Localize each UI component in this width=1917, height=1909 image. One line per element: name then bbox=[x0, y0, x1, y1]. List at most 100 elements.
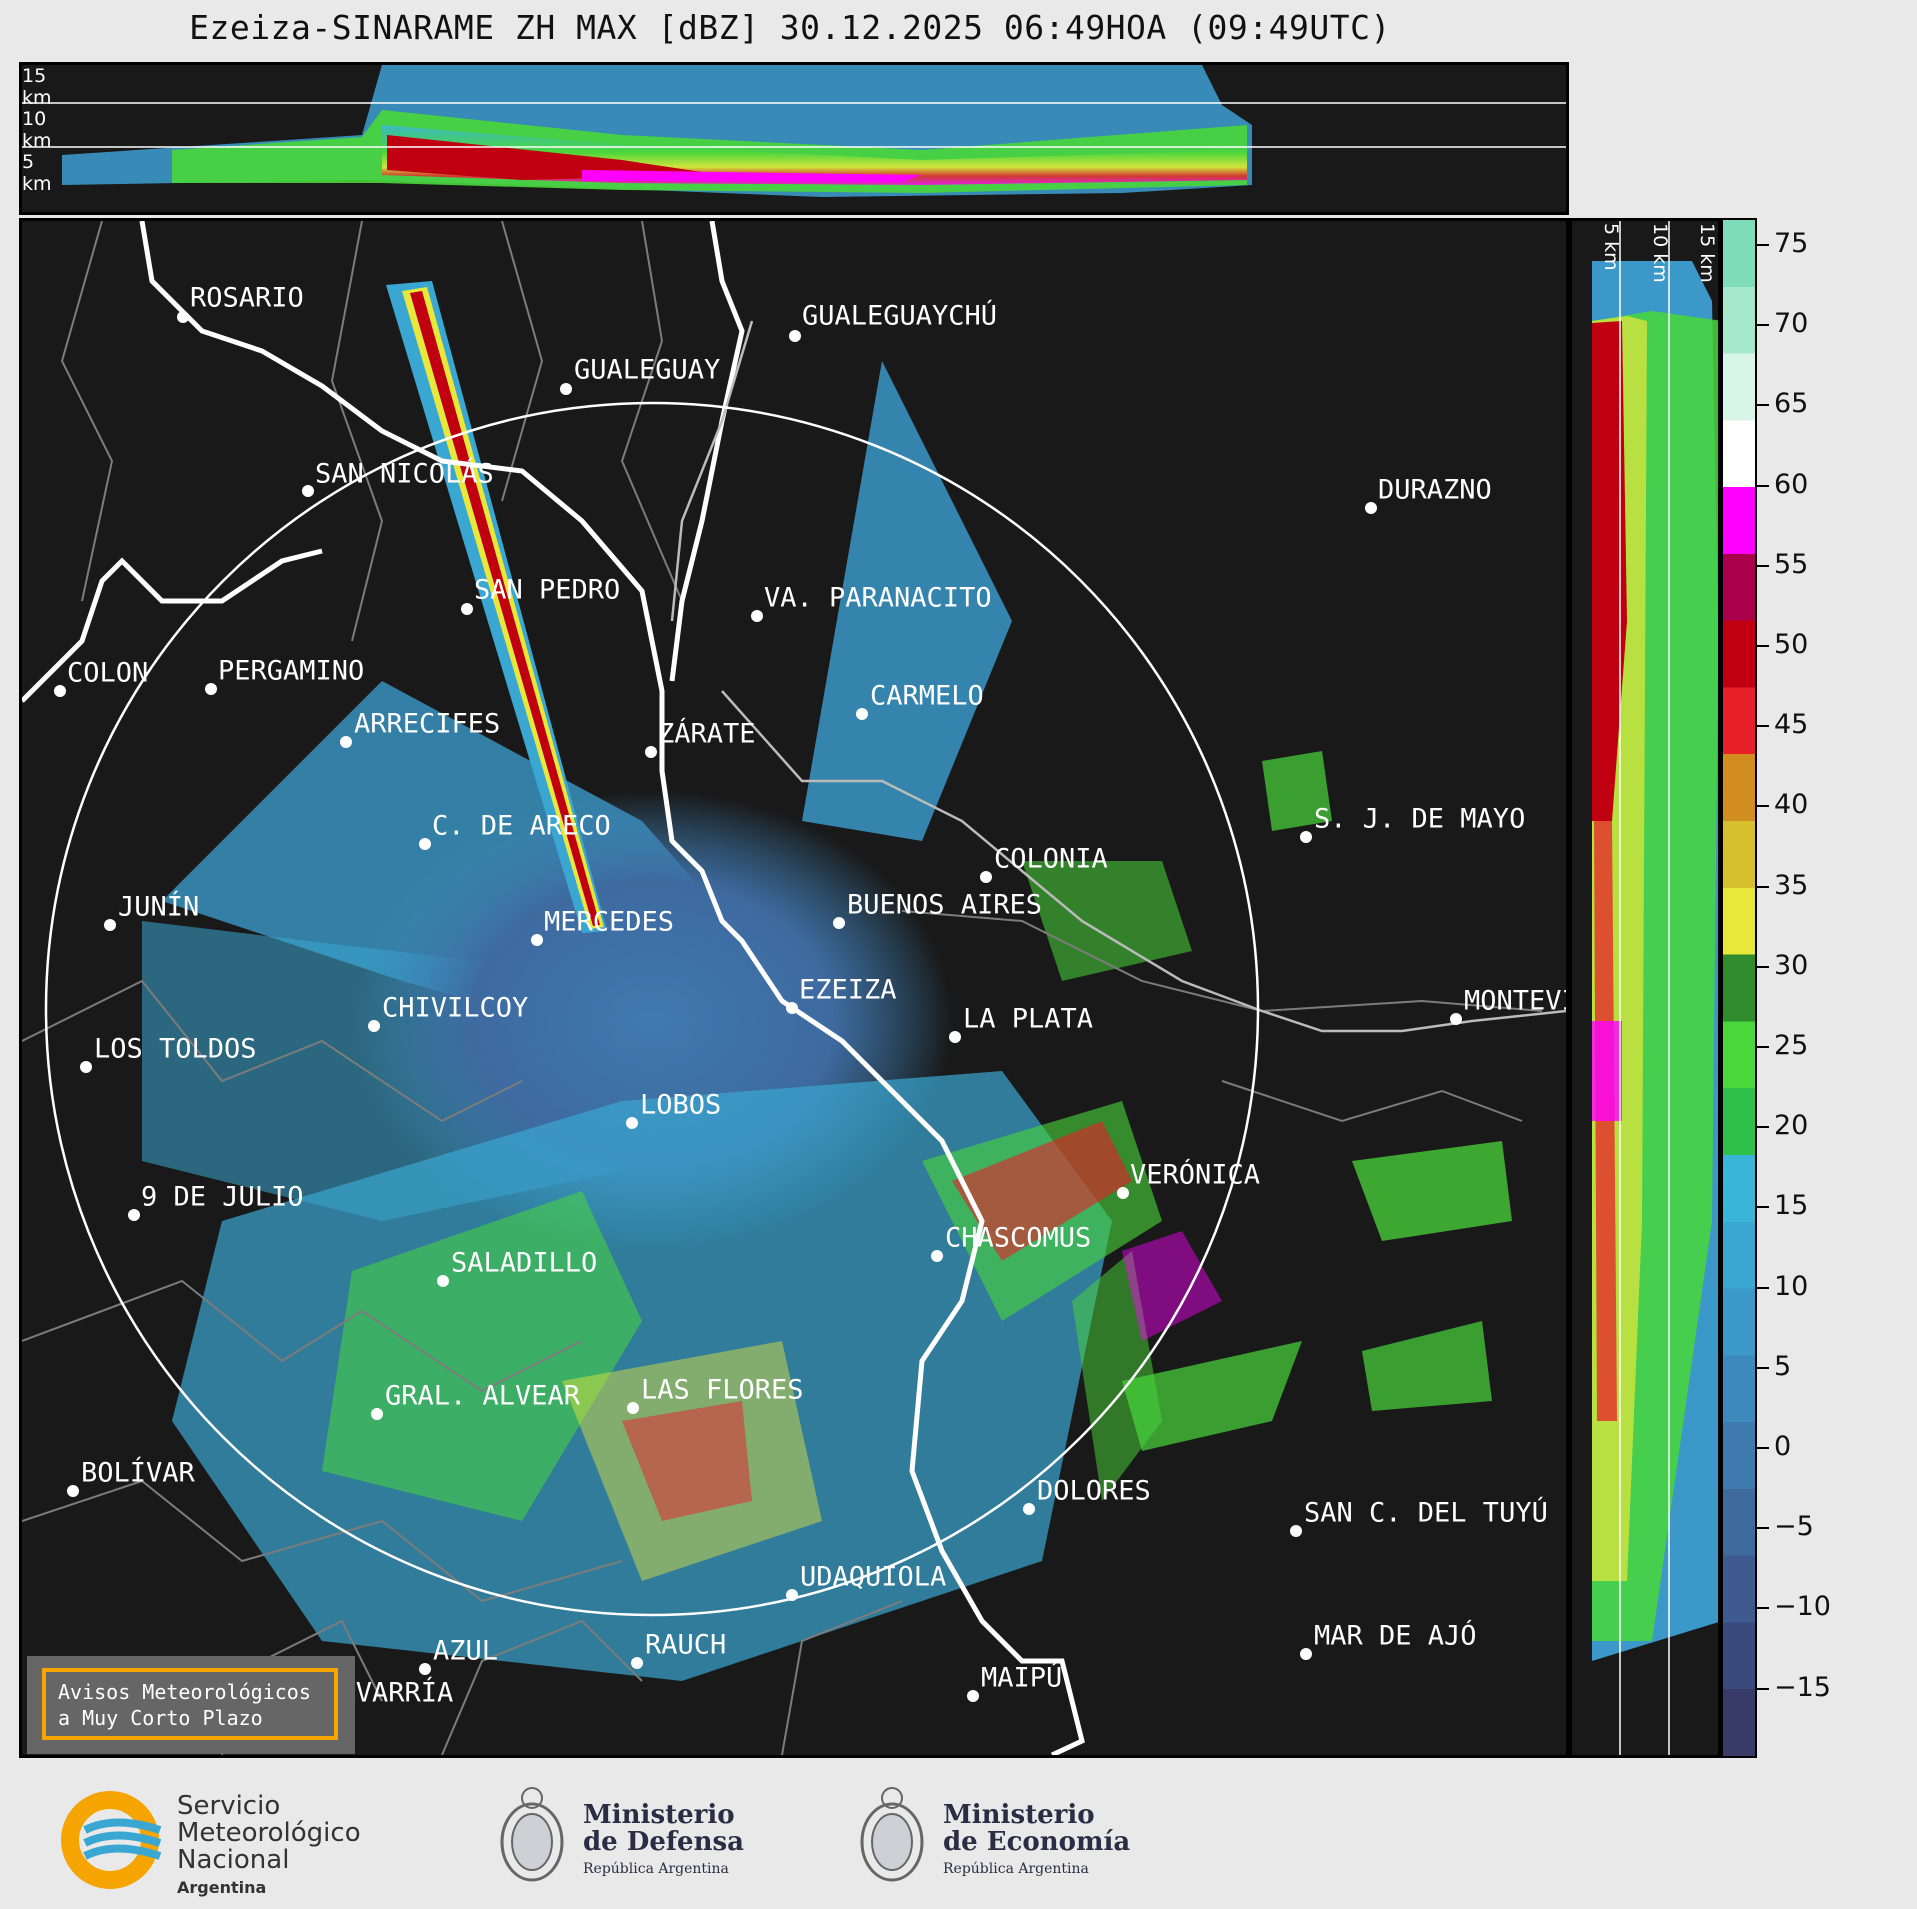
city-label: LOS TOLDOS bbox=[94, 1034, 257, 1065]
city-marker: EZEIZA bbox=[786, 975, 897, 1014]
height-label-5km: 5 km bbox=[22, 151, 52, 195]
side-label-10km: 10 km bbox=[1649, 223, 1671, 283]
city-marker: JUNÍN bbox=[104, 891, 199, 931]
colorbar-tick-label: 5 bbox=[1774, 1350, 1792, 1382]
city-dot bbox=[856, 708, 868, 720]
top-profile-svg bbox=[22, 65, 1566, 197]
uruguay-coast bbox=[670, 320, 1566, 1033]
colorbar-tick bbox=[1757, 1286, 1769, 1289]
colorbar-tick-label: 65 bbox=[1774, 388, 1809, 420]
economia-line-3: República Argentina bbox=[943, 1861, 1089, 1877]
city-marker: CARMELO bbox=[856, 681, 984, 720]
city-label: C. DE ARECO bbox=[432, 811, 611, 842]
city-marker: ZÁRATE bbox=[645, 718, 756, 758]
city-dot bbox=[302, 485, 314, 497]
colorbar-tick bbox=[1757, 645, 1769, 647]
city-dot bbox=[419, 1663, 431, 1675]
city-dot bbox=[54, 685, 66, 697]
city-marker: LOS TOLDOS bbox=[80, 1034, 257, 1073]
city-dot bbox=[104, 919, 116, 931]
colorbar-tick bbox=[1757, 965, 1769, 968]
city-dot bbox=[177, 311, 189, 323]
city-dot bbox=[1450, 1013, 1462, 1025]
city-label: GRAL. ALVEAR bbox=[385, 1381, 581, 1412]
city-label: VERÓNICA bbox=[1130, 1159, 1260, 1191]
city-dot bbox=[1117, 1187, 1129, 1199]
colorbar-tick-label: 50 bbox=[1774, 629, 1809, 660]
city-dot bbox=[786, 1002, 798, 1014]
city-marker: VA. PARANACITO bbox=[751, 583, 992, 622]
notice-line-2: a Muy Corto Plazo bbox=[58, 1706, 263, 1730]
colorbar-tick-label: −10 bbox=[1774, 1591, 1831, 1623]
city-dot bbox=[949, 1031, 961, 1043]
defensa-line-2: de Defensa bbox=[583, 1827, 744, 1857]
colorbar-tick-label: 35 bbox=[1774, 869, 1809, 901]
city-label: COLONIA bbox=[994, 844, 1108, 875]
colorbar-tick-label: 40 bbox=[1774, 789, 1809, 821]
colorbar-tick-label: 70 bbox=[1774, 308, 1809, 340]
city-dot bbox=[626, 1117, 638, 1129]
defensa-line-1: Ministerio bbox=[583, 1800, 735, 1830]
city-dot bbox=[461, 603, 473, 615]
city-label: SAN C. DEL TUYÚ bbox=[1304, 1497, 1548, 1529]
smn-line-4: Argentina bbox=[177, 1878, 267, 1897]
colorbar-tick-label: 75 bbox=[1774, 228, 1809, 259]
city-label: MERCEDES bbox=[544, 907, 674, 938]
city-marker: GUALEGUAY bbox=[560, 355, 720, 395]
city-dot bbox=[437, 1275, 449, 1287]
city-marker: DURAZNO bbox=[1365, 475, 1492, 514]
city-dot bbox=[631, 1657, 643, 1669]
defensa-logo: Ministerio de Defensa República Argentin… bbox=[495, 1780, 775, 1900]
city-label: SALADILLO bbox=[451, 1248, 597, 1279]
colorbar-tick-label: 30 bbox=[1774, 949, 1809, 981]
city-label: ARRECIFES bbox=[354, 709, 500, 740]
side-height-profile-panel: 5 km 10 km 15 km bbox=[1569, 218, 1721, 1758]
city-label: DURAZNO bbox=[1378, 475, 1492, 506]
colorbar-tick bbox=[1757, 885, 1769, 888]
city-label: DOLORES bbox=[1037, 1476, 1151, 1507]
city-marker: PERGAMINO bbox=[205, 656, 364, 695]
city-label: JUNÍN bbox=[118, 891, 199, 923]
side-profile-svg bbox=[1592, 221, 1718, 1755]
colorbar-tick bbox=[1757, 1527, 1769, 1530]
colorbar-tick-label: −15 bbox=[1774, 1671, 1831, 1703]
city-label: 9 DE JULIO bbox=[141, 1182, 304, 1213]
city-marker: DOLORES bbox=[1023, 1476, 1151, 1515]
city-dot bbox=[1365, 502, 1377, 514]
economia-line-1: Ministerio bbox=[943, 1800, 1095, 1830]
city-label: BOLÍVAR bbox=[81, 1457, 196, 1489]
smn-logo-icon bbox=[61, 1791, 162, 1889]
city-label: LOBOS bbox=[640, 1090, 721, 1121]
city-dot bbox=[368, 1020, 380, 1032]
economia-text: Ministerio de Economía República Argenti… bbox=[943, 1802, 1130, 1883]
colorbar-tick bbox=[1757, 324, 1769, 327]
economia-shield-icon bbox=[860, 1787, 924, 1882]
notice-box[interactable]: Avisos Meteorológicos a Muy Corto Plazo bbox=[27, 1656, 355, 1754]
city-marker: LOBOS bbox=[626, 1090, 721, 1129]
city-label: RAUCH bbox=[645, 1630, 726, 1661]
city-marker: LA PLATA bbox=[949, 1004, 1093, 1043]
city-label: LAS FLORES bbox=[641, 1375, 804, 1406]
city-marker: GUALEGUAYCHÚ bbox=[789, 300, 997, 342]
smn-logo-text: Servicio Meteorológico Nacional Argentin… bbox=[177, 1793, 361, 1901]
city-marker: VERÓNICA bbox=[1117, 1159, 1260, 1199]
city-label: AZUL bbox=[433, 1636, 498, 1667]
colorbar-tick bbox=[1757, 805, 1769, 808]
colorbar-tick bbox=[1757, 404, 1769, 407]
city-label: BUENOS AIRES bbox=[847, 890, 1042, 921]
city-dot bbox=[1023, 1503, 1035, 1515]
city-dot bbox=[931, 1250, 943, 1262]
colorbar-tick-label: 0 bbox=[1774, 1431, 1792, 1462]
city-label: MAR DE AJÓ bbox=[1314, 1620, 1477, 1652]
economia-line-2: de Economía bbox=[943, 1827, 1131, 1857]
city-dot bbox=[419, 838, 431, 850]
city-label: LA PLATA bbox=[963, 1004, 1093, 1035]
smn-line-2: Meteorológico bbox=[177, 1818, 361, 1848]
city-marker: S. J. DE MAYO bbox=[1300, 804, 1525, 843]
city-label: S. J. DE MAYO bbox=[1314, 804, 1525, 835]
city-label: ZÁRATE bbox=[658, 718, 756, 750]
city-marker: BUENOS AIRES bbox=[833, 890, 1042, 929]
city-label: GUALEGUAYCHÚ bbox=[802, 300, 997, 332]
city-marker: CHIVILCOY bbox=[368, 993, 528, 1032]
city-marker: SAN NICOLÁS bbox=[302, 458, 494, 497]
